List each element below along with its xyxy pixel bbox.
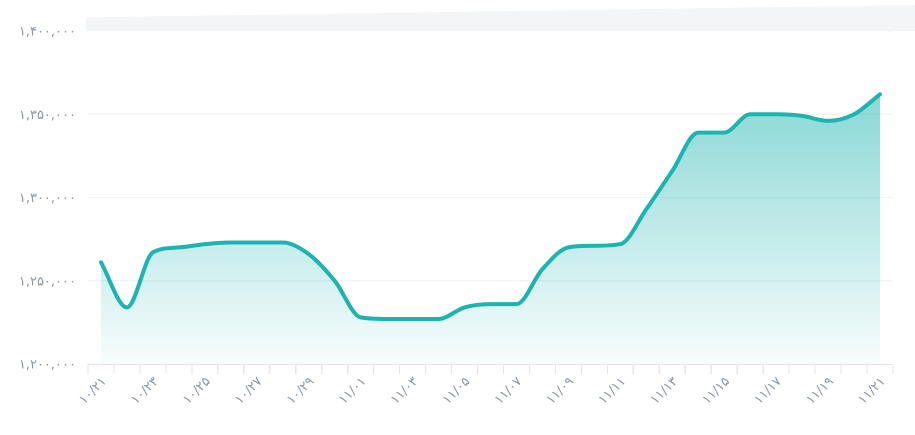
x-axis-label: ۱۰/۲۹ <box>284 374 317 407</box>
x-axis-label: ۱۱/۰۱ <box>336 374 369 407</box>
x-axis-label: ۱۰/۲۵ <box>180 374 213 407</box>
y-axis-label: ۱,۳۵۰,۰۰۰ <box>19 108 76 123</box>
x-axis-label: ۱۱/۰۹ <box>544 374 577 407</box>
x-axis-label: ۱۰/۲۳ <box>128 374 161 407</box>
x-axis-label: ۱۱/۱۱ <box>596 374 629 407</box>
x-axis-label: ۱۱/۱۳ <box>648 374 681 407</box>
y-axis-label: ۱,۴۰۰,۰۰۰ <box>19 25 76 40</box>
y-axis-label: ۱,۳۰۰,۰۰۰ <box>19 191 76 206</box>
y-axis-label: ۱,۲۵۰,۰۰۰ <box>19 274 76 289</box>
x-axis-label: ۱۱/۰۵ <box>440 374 473 407</box>
area-fill <box>101 94 880 365</box>
x-axis-label: ۱۱/۱۹ <box>803 374 836 407</box>
x-axis-label: ۱۱/۰۷ <box>492 374 525 407</box>
x-axis-label: ۱۰/۲۷ <box>232 374 265 407</box>
x-axis-label: ۱۱/۲۱ <box>855 374 888 407</box>
price-line <box>99 92 882 321</box>
y-axis-label: ۱,۲۰۰,۰۰۰ <box>19 358 76 373</box>
x-axis-label: ۱۰/۲۱ <box>76 374 109 407</box>
x-axis-label: ۱۱/۰۳ <box>388 374 421 407</box>
x-axis-label: ۱۱/۱۵ <box>700 374 733 407</box>
x-axis-label: ۱۱/۱۷ <box>751 374 784 407</box>
